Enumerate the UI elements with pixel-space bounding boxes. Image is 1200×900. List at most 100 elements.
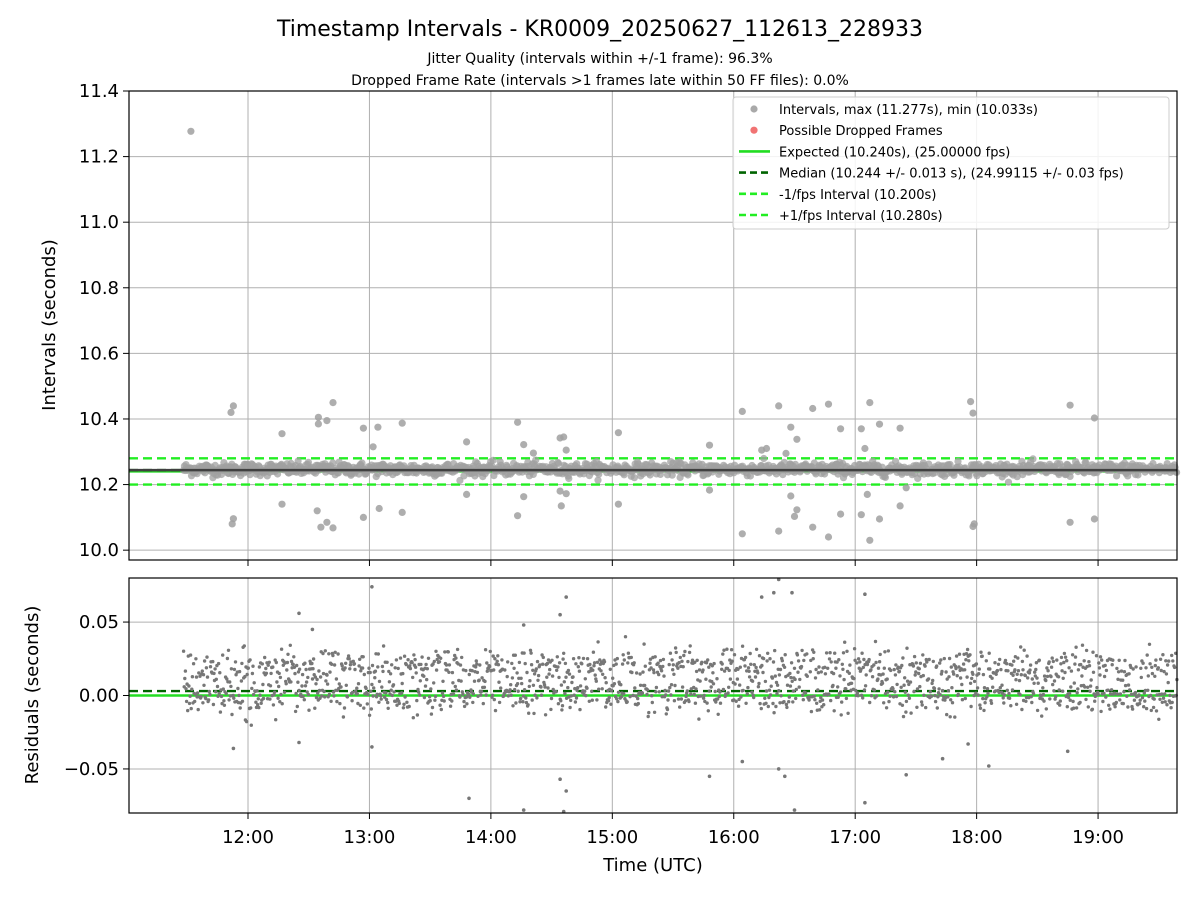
residual-point bbox=[715, 697, 720, 701]
residual-point bbox=[609, 688, 614, 693]
interval-outlier-point bbox=[837, 425, 845, 433]
residual-point bbox=[948, 715, 952, 719]
residual-point bbox=[761, 670, 765, 675]
residual-point bbox=[1034, 661, 1039, 665]
residual-point bbox=[642, 642, 646, 646]
residual-point bbox=[1146, 688, 1150, 692]
residual-point bbox=[343, 666, 347, 670]
residual-point bbox=[978, 703, 982, 707]
residual-point bbox=[345, 695, 350, 699]
residual-point bbox=[285, 668, 289, 672]
residuals-frame bbox=[128, 577, 1178, 814]
residual-point bbox=[604, 681, 608, 685]
residual-point bbox=[998, 686, 1002, 690]
residual-point bbox=[591, 650, 596, 654]
residual-point bbox=[515, 682, 520, 686]
residual-point bbox=[1115, 692, 1120, 696]
residual-point bbox=[858, 660, 862, 664]
residual-point bbox=[794, 687, 798, 692]
residual-point bbox=[892, 667, 896, 672]
residual-point bbox=[611, 676, 615, 680]
residual-point bbox=[782, 700, 786, 704]
residual-point bbox=[991, 685, 995, 689]
interval-point bbox=[565, 474, 573, 483]
residual-point bbox=[431, 662, 435, 666]
interval-point bbox=[594, 476, 602, 484]
residual-point bbox=[556, 665, 560, 669]
chart-subtitle-jitter: Jitter Quality (intervals within +/-1 fr… bbox=[426, 51, 772, 67]
residual-point bbox=[1106, 688, 1110, 692]
interval-outlier-point bbox=[375, 504, 383, 513]
residual-point bbox=[1151, 705, 1156, 710]
residual-point bbox=[985, 687, 990, 691]
residual-point bbox=[1002, 701, 1006, 705]
residual-point bbox=[425, 677, 429, 682]
residual-point bbox=[757, 681, 761, 686]
residual-point bbox=[429, 687, 433, 691]
residual-point bbox=[663, 688, 667, 693]
intervals-y-tick-label: 10.6 bbox=[79, 343, 119, 364]
residual-outlier-point bbox=[558, 612, 562, 617]
residual-point bbox=[482, 685, 487, 689]
residual-point bbox=[320, 694, 324, 698]
residual-point bbox=[277, 671, 281, 676]
residual-point bbox=[313, 675, 318, 679]
residual-point bbox=[884, 706, 889, 710]
residual-point bbox=[634, 671, 639, 675]
residual-point bbox=[520, 681, 524, 686]
residual-point bbox=[240, 699, 245, 703]
residual-point bbox=[823, 672, 828, 676]
residual-point bbox=[574, 662, 578, 666]
residual-point bbox=[404, 662, 408, 667]
residual-point bbox=[464, 668, 468, 673]
residual-point bbox=[935, 664, 939, 668]
residual-point bbox=[418, 679, 422, 683]
residual-point bbox=[555, 668, 559, 672]
residual-point bbox=[459, 679, 463, 683]
residual-point bbox=[1031, 691, 1036, 696]
residual-point bbox=[314, 695, 319, 700]
residual-point bbox=[654, 685, 659, 690]
residual-point bbox=[917, 667, 921, 671]
residual-point bbox=[232, 667, 237, 672]
residual-point bbox=[556, 702, 561, 706]
residual-point bbox=[722, 669, 727, 673]
residual-point bbox=[1037, 658, 1042, 662]
residual-point bbox=[367, 713, 372, 717]
interval-outlier-point bbox=[369, 443, 377, 451]
residual-point bbox=[1137, 701, 1142, 706]
residual-point bbox=[651, 668, 656, 672]
residual-point bbox=[194, 657, 198, 661]
residual-point bbox=[279, 647, 284, 651]
residual-point bbox=[603, 676, 607, 680]
residual-point bbox=[645, 688, 650, 692]
residual-point bbox=[1019, 673, 1023, 677]
residual-point bbox=[964, 658, 968, 662]
residual-point bbox=[747, 675, 752, 679]
residual-outlier-point bbox=[564, 789, 568, 793]
chart-title: Timestamp Intervals - KR0009_20250627_11… bbox=[276, 17, 923, 42]
residual-point bbox=[1060, 669, 1064, 673]
residual-point bbox=[1097, 661, 1101, 665]
residual-point bbox=[1163, 700, 1167, 704]
residual-point bbox=[746, 666, 751, 670]
residual-point bbox=[1073, 662, 1077, 666]
residual-point bbox=[1036, 681, 1040, 685]
residual-point bbox=[479, 693, 483, 697]
residual-point bbox=[678, 705, 682, 709]
residual-point bbox=[738, 683, 742, 687]
residual-point bbox=[1098, 673, 1102, 677]
residual-point bbox=[246, 666, 250, 670]
residual-point bbox=[750, 679, 755, 683]
residual-point bbox=[1050, 656, 1054, 660]
residual-point bbox=[249, 706, 253, 710]
residual-point bbox=[606, 699, 611, 703]
residual-point bbox=[329, 699, 333, 703]
residual-point bbox=[1157, 717, 1161, 721]
residual-point bbox=[842, 677, 846, 682]
residual-point bbox=[293, 671, 297, 676]
residual-point bbox=[980, 654, 984, 658]
residual-point bbox=[816, 688, 820, 692]
interval-outlier-point bbox=[793, 435, 801, 443]
residual-point bbox=[641, 670, 645, 674]
